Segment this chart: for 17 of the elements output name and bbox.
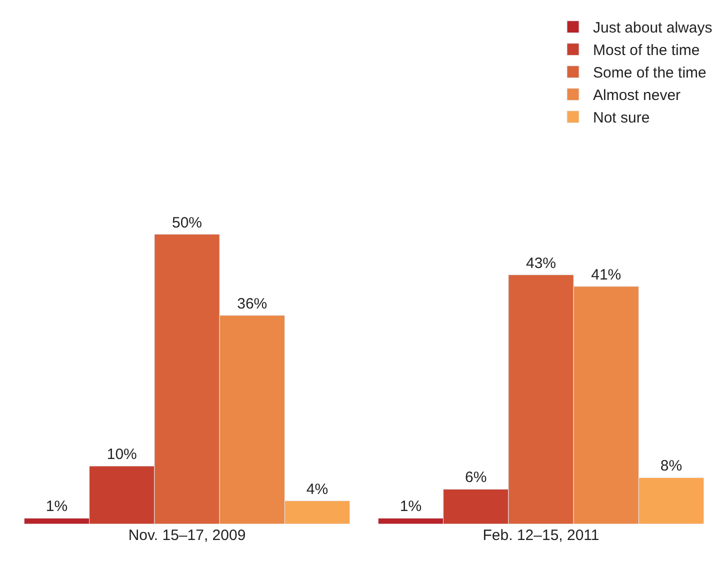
data-label: 43% bbox=[526, 254, 556, 272]
legend-label: Not sure bbox=[593, 110, 650, 127]
data-label: 50% bbox=[172, 214, 202, 232]
legend-label: Almost never bbox=[593, 87, 681, 104]
data-label: 8% bbox=[660, 458, 682, 475]
legend-label: Just about always bbox=[593, 20, 712, 37]
data-label: 4% bbox=[306, 480, 328, 498]
legend-label: Some of the time bbox=[593, 64, 706, 82]
data-label: 6% bbox=[465, 469, 487, 486]
x-tick-label: Feb. 12–15, 2011 bbox=[482, 527, 600, 544]
legend-label: Most of the time bbox=[593, 42, 700, 60]
data-label: 41% bbox=[591, 266, 622, 284]
data-label: 1% bbox=[400, 498, 422, 516]
data-label: 36% bbox=[237, 295, 268, 312]
data-label: 10% bbox=[106, 446, 137, 464]
data-label: 1% bbox=[46, 498, 68, 516]
x-tick-label: Nov. 15–17, 2009 bbox=[128, 527, 246, 544]
